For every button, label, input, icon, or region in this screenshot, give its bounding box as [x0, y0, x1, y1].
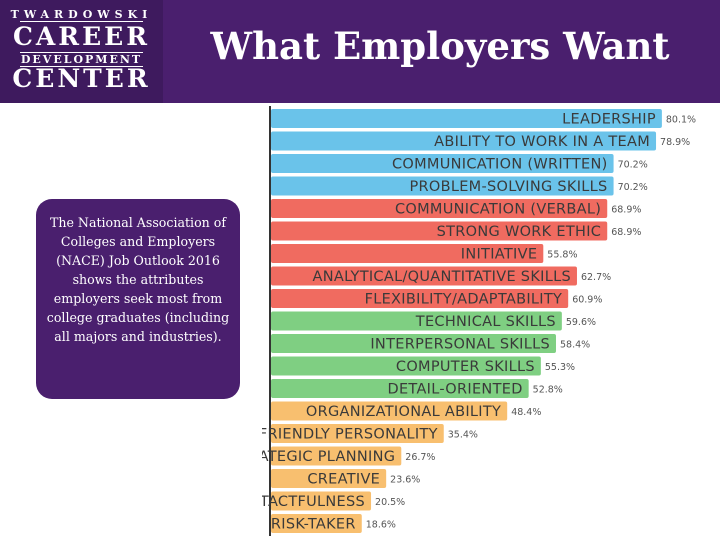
- logo-line-1: TWARDOWSKI: [10, 8, 153, 21]
- header: TWARDOWSKI CAREER DEVELOPMENT CENTER Wha…: [0, 0, 720, 103]
- bar-category-label: STRONG WORK ETHIC: [437, 224, 602, 240]
- bar-value-label: 58.4%: [560, 340, 590, 351]
- bar: [271, 244, 544, 263]
- bar: [271, 131, 657, 151]
- bar-category-label: COMMUNICATION (WRITTEN): [392, 157, 608, 173]
- bar-category-label: STRATEGIC PLANNING: [262, 449, 395, 465]
- bar-value-label: 70.2%: [618, 160, 648, 171]
- bar-category-label: TECHNICAL SKILLS: [415, 314, 556, 330]
- bar-category-label: DETAIL-ORIENTED: [387, 382, 522, 398]
- bar-category-label: RISK-TAKER: [271, 517, 356, 533]
- bar-value-label: 70.2%: [618, 182, 648, 193]
- bar: [271, 424, 444, 443]
- logo-line-2: CAREER: [13, 22, 150, 51]
- bar-value-label: 59.6%: [566, 317, 596, 328]
- page-title: What Employers Want: [210, 24, 670, 68]
- bar-category-label: INTERPERSONAL SKILLS: [370, 337, 550, 353]
- bar-value-label: 80.1%: [666, 115, 696, 126]
- bar-value-label: 68.9%: [611, 205, 641, 216]
- bar-value-label: 55.8%: [547, 250, 577, 261]
- bar-category-label: COMPUTER SKILLS: [396, 359, 535, 375]
- bar-value-label: 26.7%: [405, 452, 435, 463]
- bar: [271, 199, 608, 218]
- attributes-bar-chart: LEADERSHIP 80.1% ABILITY TO WORK IN A TEAM…: [262, 106, 696, 536]
- bar: [271, 221, 608, 241]
- bar-category-label: FLEXIBILITY/ADAPTABILITY: [365, 292, 563, 308]
- bar-category-label: FRIENDLY PERSONALITY: [262, 427, 438, 443]
- bar: [271, 176, 614, 196]
- bar-value-label: 52.8%: [533, 385, 563, 396]
- logo-rule-middle-bottom: [20, 66, 143, 67]
- bar: [271, 154, 614, 173]
- bar-category-label: TACTFULNESS: [262, 494, 365, 510]
- bar-category-label: COMMUNICATION (VERBAL): [395, 202, 601, 218]
- bar: [271, 491, 372, 511]
- bar-category-label: INITIATIVE: [461, 247, 538, 263]
- bar-value-label: 78.9%: [660, 137, 690, 148]
- bar-value-label: 35.4%: [448, 430, 478, 441]
- bar: [271, 311, 562, 331]
- bar: [271, 379, 529, 398]
- bar-category-label: ANALYTICAL/QUANTITATIVE SKILLS: [313, 269, 571, 285]
- bar: [271, 469, 387, 488]
- bar: [271, 356, 541, 376]
- bar-value-label: 20.5%: [375, 497, 405, 508]
- bar-value-label: 68.9%: [611, 227, 641, 238]
- bar: [271, 266, 577, 286]
- bar: [271, 401, 508, 421]
- bar-category-label: PROBLEM-SOLVING SKILLS: [409, 179, 607, 195]
- bar-category-label: CREATIVE: [307, 472, 380, 488]
- bar: [271, 446, 402, 466]
- logo-line-3: DEVELOPMENT: [20, 53, 143, 66]
- bar: [271, 514, 362, 533]
- bar-value-label: 23.6%: [390, 475, 420, 486]
- nace-note-text: The National Association of Colleges and…: [46, 215, 230, 344]
- nace-note: The National Association of Colleges and…: [36, 199, 240, 399]
- bar-value-label: 55.3%: [545, 362, 575, 373]
- bar: [271, 334, 556, 353]
- bar-value-label: 62.7%: [581, 272, 611, 283]
- bar-value-label: 18.6%: [366, 520, 396, 531]
- bar-value-label: 48.4%: [511, 407, 541, 418]
- bar-category-label: LEADERSHIP: [562, 112, 656, 128]
- bar-category-label: ABILITY TO WORK IN A TEAM: [434, 134, 650, 150]
- logo-line-4: CENTER: [12, 64, 151, 93]
- bar: [271, 109, 662, 128]
- bar-category-label: ORGANIZATIONAL ABILITY: [306, 404, 501, 420]
- bar-value-label: 60.9%: [572, 295, 602, 306]
- logo-rule-middle-top: [20, 52, 143, 53]
- bar: [271, 289, 569, 308]
- logo-rule-top: [20, 21, 143, 22]
- career-center-logo: TWARDOWSKI CAREER DEVELOPMENT CENTER: [0, 0, 163, 103]
